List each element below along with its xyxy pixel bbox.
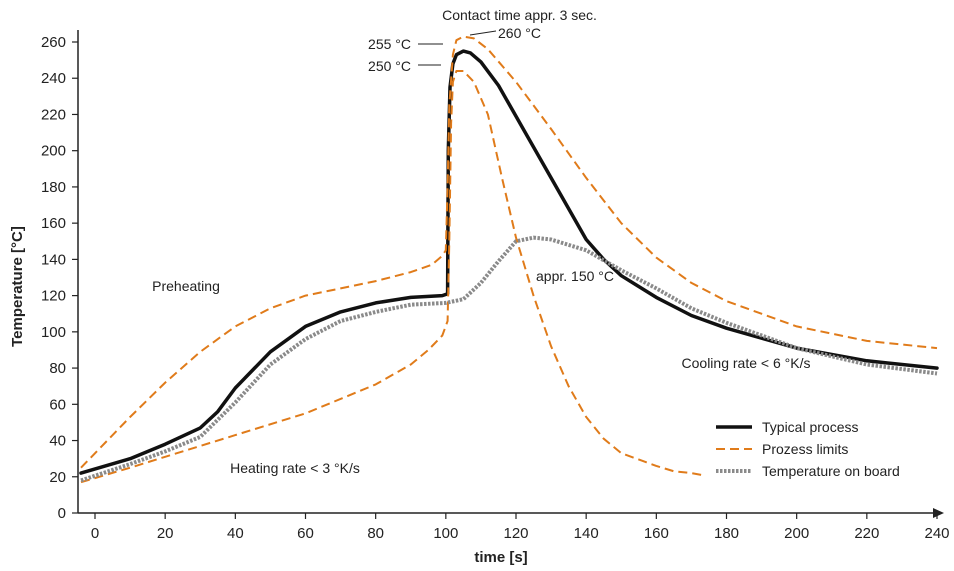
y-tick-label: 260: [41, 34, 66, 51]
y-tick-label: 60: [49, 396, 66, 413]
y-axis-title: Temperature [°C]: [9, 226, 26, 347]
annotation-t250: 250 °C: [368, 58, 411, 74]
x-tick-label: 240: [924, 525, 949, 542]
y-tick-label: 200: [41, 143, 66, 160]
y-tick-label: 160: [41, 215, 66, 232]
annotation-260-leader-line: [469, 30, 497, 36]
x-tick-label: 180: [714, 525, 739, 542]
y-tick-label: 100: [41, 324, 66, 341]
x-axis-arrow-icon: [933, 508, 944, 518]
annotation-pre: Preheating: [152, 278, 220, 294]
series-temperature-on-board-line: [80, 235, 938, 483]
legend: Typical process Prozess limits Temperature…: [716, 419, 900, 479]
series-process-limit-upper-line: [80, 35, 938, 469]
annotation-appr150: appr. 150 °C: [536, 268, 614, 284]
y-tick-label: 120: [41, 288, 66, 305]
x-tick-label: 120: [503, 525, 528, 542]
y-tick-label: 0: [58, 505, 66, 522]
curves: [79, 35, 939, 484]
legend-label: Prozess limits: [762, 441, 848, 457]
x-tick-label: 40: [227, 525, 244, 542]
x-axis-title: time [s]: [474, 549, 527, 566]
x-tick-label: 100: [433, 525, 458, 542]
annotation-heat: Heating rate < 3 °K/s: [230, 460, 360, 476]
annotation-contact: Contact time appr. 3 sec.: [442, 7, 597, 23]
axes: 0 20 40 60 80 100 120 140 160 180 200 220 240 0 20 40 60…: [41, 30, 950, 542]
y-tick-label: 140: [41, 251, 66, 268]
annotation-t255: 255 °C: [368, 36, 411, 52]
legend-item: Temperature on board: [716, 463, 900, 479]
x-tick-label: 20: [157, 525, 174, 542]
series-process-limit-lower-line: [80, 70, 703, 484]
legend-item: Typical process: [716, 419, 858, 435]
x-tick-label: 160: [644, 525, 669, 542]
legend-label: Typical process: [762, 419, 858, 435]
y-tick-label: 180: [41, 179, 66, 196]
x-tick-label: 0: [91, 525, 99, 542]
annotations: Contact time appr. 3 sec. 260 °C 255 °C 250…: [152, 7, 810, 476]
y-tick-label: 40: [49, 433, 66, 450]
y-tick-label: 20: [49, 469, 66, 486]
x-tick-label: 140: [574, 525, 599, 542]
legend-label: Temperature on board: [762, 463, 900, 479]
annotation-cool: Cooling rate < 6 °K/s: [682, 355, 811, 371]
x-tick-label: 200: [784, 525, 809, 542]
y-tick-label: 240: [41, 70, 66, 87]
x-tick-label: 60: [297, 525, 314, 542]
legend-item: Prozess limits: [716, 441, 848, 457]
annotation-t260: 260 °C: [498, 25, 541, 41]
y-tick-label: 80: [49, 360, 66, 377]
y-tick-label: 220: [41, 106, 66, 123]
series-typical-process-line: [79, 49, 939, 475]
x-tick-label: 220: [854, 525, 879, 542]
x-tick-label: 80: [367, 525, 384, 542]
